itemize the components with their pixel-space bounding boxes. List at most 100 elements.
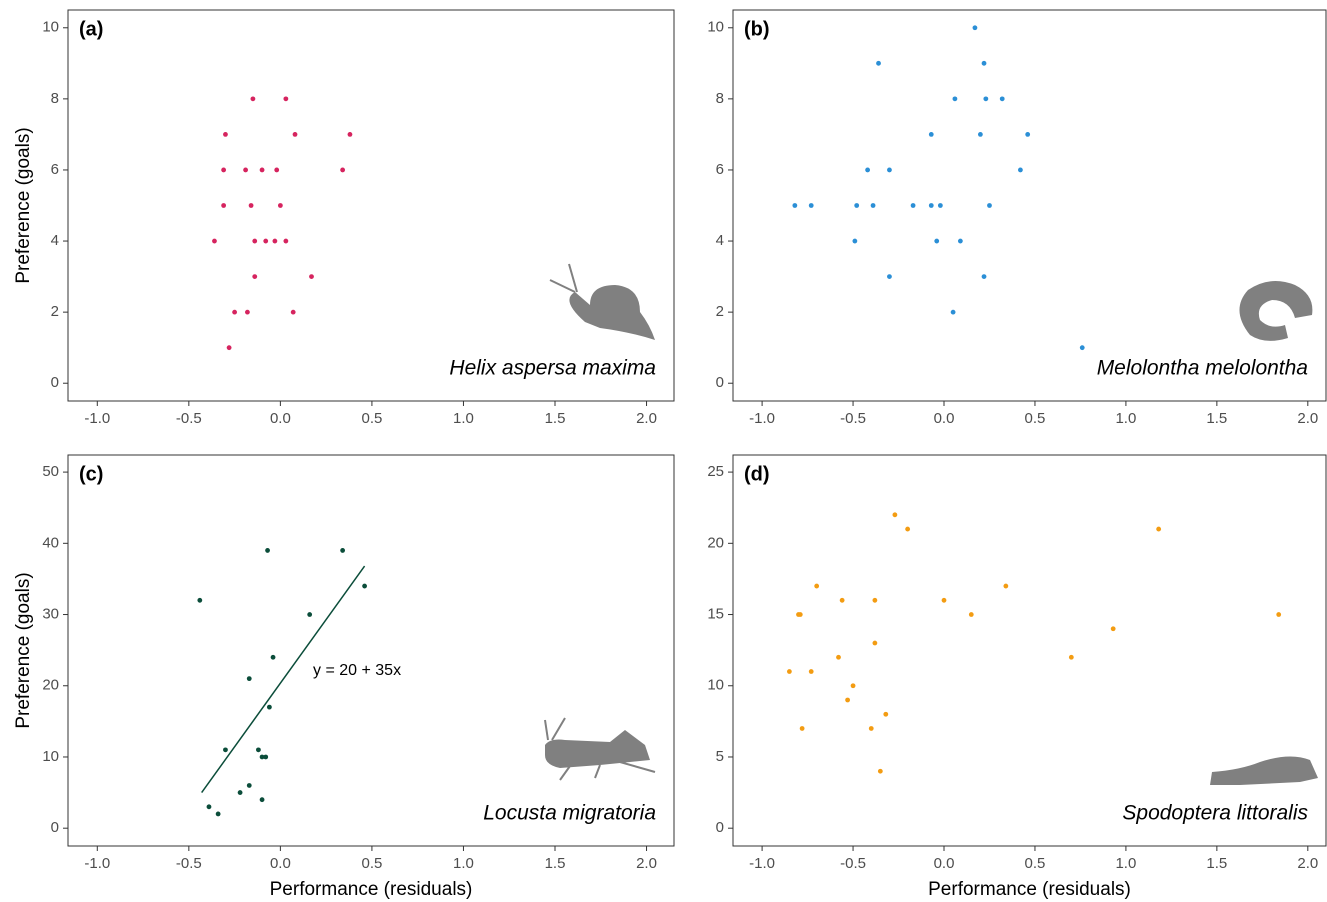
y-tick-label: 0 (716, 374, 724, 391)
x-tick-label: 1.5 (545, 855, 566, 872)
point (883, 711, 889, 717)
point (266, 704, 272, 710)
y-tick-label: 8 (51, 90, 59, 107)
point (797, 612, 803, 617)
species-label: Melolontha melolontha (1097, 357, 1308, 380)
x-tick-label: 1.0 (453, 855, 474, 872)
species-label: Helix aspersa maxima (449, 357, 656, 380)
panel-label: (b) (744, 18, 770, 40)
point (870, 203, 876, 208)
y-tick-label: 20 (707, 534, 724, 551)
y-tick-label: 2 (716, 303, 724, 320)
x-tick-label: 0.0 (934, 855, 955, 872)
snail-icon (549, 263, 655, 340)
x-tick-label: -1.0 (749, 855, 775, 872)
point (1110, 626, 1116, 632)
plot-frame (732, 9, 1327, 402)
x-tick-label: -1.0 (84, 855, 110, 872)
point (839, 597, 845, 603)
y-tick-label: 6 (716, 161, 724, 178)
point (876, 60, 881, 66)
point (850, 683, 856, 689)
point (221, 167, 227, 173)
point (248, 203, 254, 208)
point (197, 597, 203, 603)
point (852, 238, 858, 244)
x-tick-label: 1.0 (1115, 410, 1136, 427)
y-tick-label: 6 (51, 161, 59, 178)
point (792, 203, 798, 208)
x-tick-label: 0.5 (361, 410, 382, 427)
point (872, 597, 878, 603)
x-tick-label: 2.0 (636, 410, 657, 427)
point (957, 238, 963, 244)
point (259, 797, 265, 803)
x-tick-label: 2.0 (1297, 855, 1318, 872)
point (252, 274, 258, 279)
point (968, 612, 974, 617)
point (237, 790, 243, 795)
point (232, 309, 238, 315)
point (854, 203, 860, 208)
y-tick-label: 5 (716, 748, 724, 765)
y-tick-label: 0 (51, 374, 59, 391)
point (307, 612, 313, 617)
point (1003, 583, 1009, 589)
x-tick-label: -1.0 (84, 410, 110, 427)
y-tick-label: 2 (51, 303, 59, 320)
point (808, 669, 814, 674)
point (283, 238, 289, 244)
point (934, 238, 940, 244)
fit-line (201, 565, 366, 794)
point (972, 25, 978, 31)
locust-icon (544, 717, 656, 781)
panel-label: (d) (744, 463, 770, 485)
panel-label: (c) (79, 463, 103, 485)
point (950, 309, 956, 315)
x-tick-label: 0.0 (270, 855, 291, 872)
point (362, 583, 367, 589)
x-tick-label: -0.5 (840, 410, 866, 427)
point (272, 238, 278, 244)
panel-label: (a) (79, 18, 103, 40)
y-tick-label: 30 (42, 606, 59, 623)
x-tick-label: -0.5 (176, 410, 202, 427)
y-tick-label: 40 (42, 534, 59, 551)
point (872, 640, 878, 646)
y-tick-label: 25 (707, 463, 724, 480)
point (928, 203, 934, 208)
point (977, 132, 983, 137)
x-tick-label: 2.0 (1297, 410, 1318, 427)
point (1068, 654, 1074, 660)
point (1018, 167, 1023, 173)
point (250, 96, 256, 102)
point (887, 274, 892, 279)
plot-frame (67, 9, 675, 402)
x-tick-label: -0.5 (840, 855, 866, 872)
point (283, 96, 289, 102)
point (987, 203, 992, 208)
point (259, 754, 265, 760)
x-tick-label: 1.0 (453, 410, 474, 427)
point (892, 512, 898, 518)
x-axis-label: Performance (residuals) (928, 879, 1131, 900)
point (928, 132, 934, 137)
x-tick-label: 1.5 (545, 410, 566, 427)
x-tick-label: 0.5 (361, 855, 382, 872)
y-tick-label: 10 (42, 748, 59, 765)
point (808, 203, 814, 208)
point (223, 747, 228, 753)
point (259, 167, 265, 173)
x-tick-label: -0.5 (176, 855, 202, 872)
point (215, 811, 221, 817)
point (865, 167, 871, 173)
caterpillar-icon (1210, 756, 1318, 785)
fit-label: y = 20 + 35x (313, 662, 401, 679)
x-axis-label: Performance (residuals) (270, 879, 473, 900)
point (292, 132, 298, 137)
point (246, 676, 252, 682)
point (814, 583, 820, 589)
point (270, 654, 276, 660)
species-label: Locusta migratoria (483, 802, 656, 825)
point (1156, 526, 1162, 532)
